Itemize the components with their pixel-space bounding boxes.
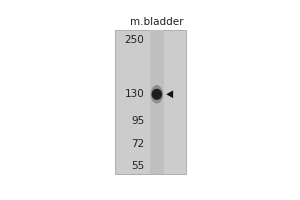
Text: 55: 55: [131, 161, 145, 171]
Bar: [115, 30, 186, 174]
Text: 72: 72: [131, 139, 145, 149]
Ellipse shape: [152, 89, 162, 100]
Text: 250: 250: [125, 35, 145, 45]
Text: 95: 95: [131, 116, 145, 126]
Ellipse shape: [151, 85, 163, 104]
Text: 130: 130: [125, 89, 145, 99]
Bar: [150, 30, 164, 174]
Text: m.bladder: m.bladder: [130, 17, 184, 27]
Polygon shape: [166, 90, 173, 98]
